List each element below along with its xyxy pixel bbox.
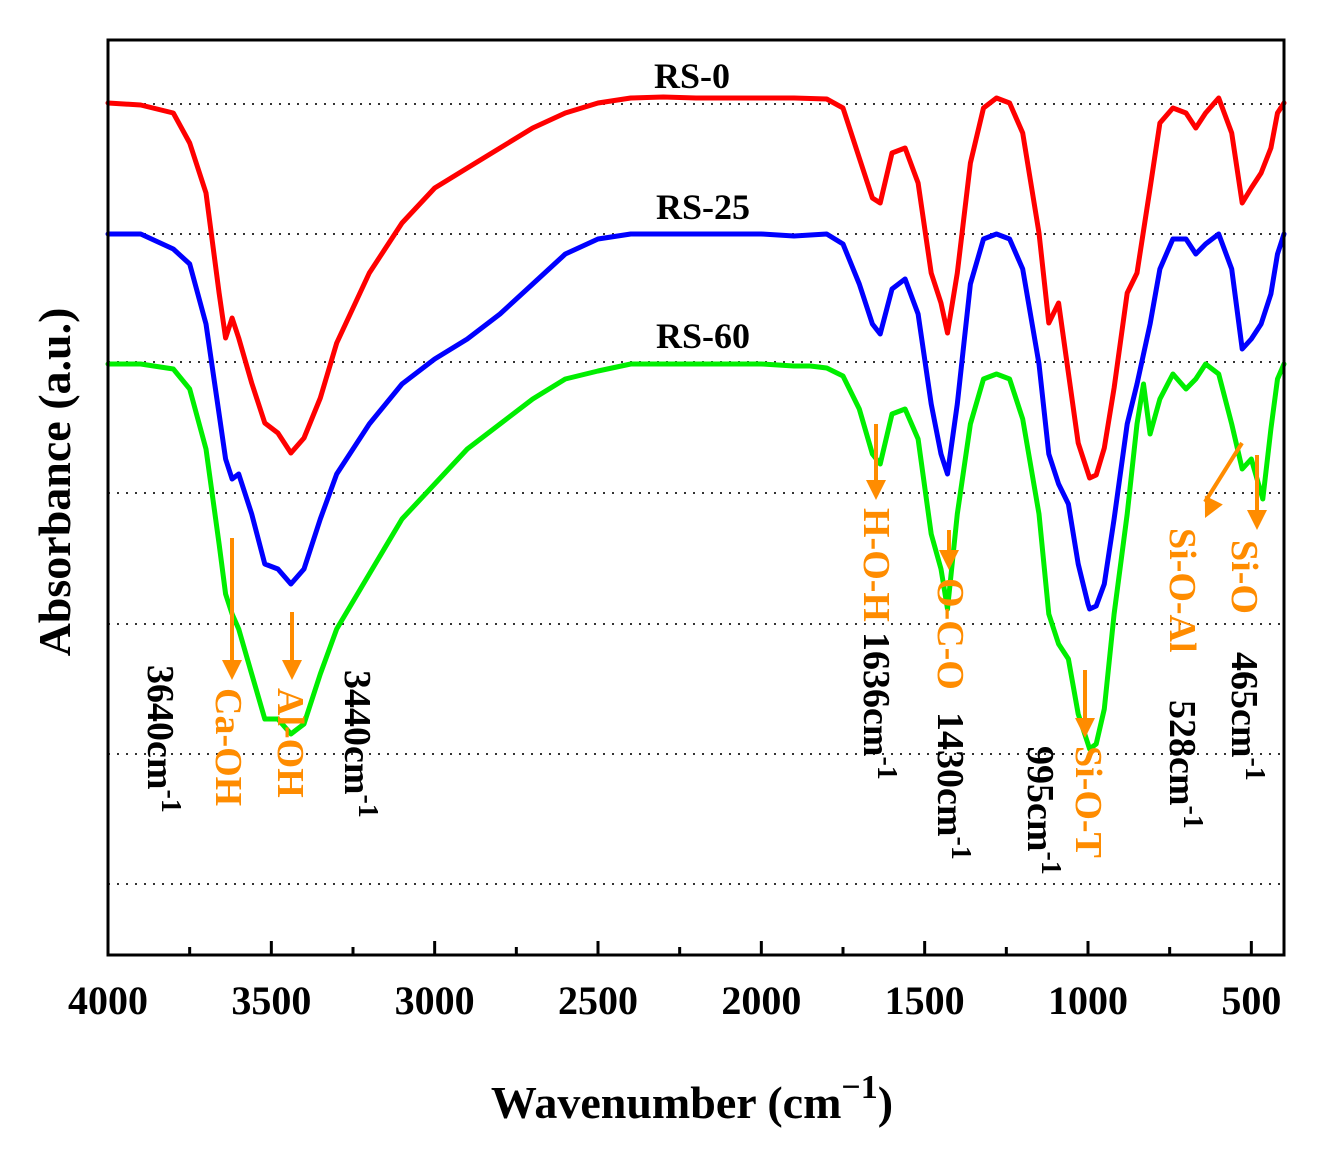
annotation-arrows — [222, 424, 1267, 738]
annotation-wavenumber-995: 995cm-1 — [1019, 746, 1066, 875]
series-line-rs-0 — [105, 94, 1287, 481]
annotation-wavenumber-1430: 1430cm-1 — [929, 712, 976, 860]
plot-frame — [106, 38, 1286, 957]
x-tick-label: 3000 — [395, 978, 475, 1023]
x-tick-label: 3500 — [231, 978, 311, 1023]
annotation-arrow-head — [866, 480, 886, 500]
annotation-wavenumber-465: 465cm-1 — [1223, 652, 1270, 781]
annotation-group-si-o-t: Si-O-T — [1067, 746, 1109, 858]
x-axis-title: Wavenumber (cm−1) — [491, 1069, 893, 1128]
annotation-group-si-o: Si-O — [1223, 540, 1265, 614]
y-axis-title: Absorbance (a.u.) — [29, 308, 80, 657]
annotation-group-o-c-o: O-C-O — [929, 578, 971, 690]
annotation-wavenumber-3440: 3440cm-1 — [336, 670, 383, 818]
x-tick-label: 1000 — [1048, 978, 1128, 1023]
annotation-arrow-head — [222, 660, 242, 680]
x-tick-label: 2500 — [558, 978, 638, 1023]
annotation-arrow-shaft — [1203, 441, 1244, 504]
annotation-wavenumber-1636: 1636cm-1 — [855, 632, 902, 780]
annotation-group-h-o-h: H-O-H — [855, 508, 897, 622]
annotation-group-al-oh: Al-OH — [269, 688, 311, 798]
annotation-wavenumber-528: 528cm-1 — [1161, 700, 1208, 829]
series-line-rs-60 — [105, 361, 1287, 752]
x-tick-label: 500 — [1221, 978, 1281, 1023]
series-label-rs-60: RS-60 — [656, 316, 750, 356]
x-tick-label: 2000 — [721, 978, 801, 1023]
annotation-arrow-head — [1247, 510, 1267, 530]
series-line-rs-25 — [105, 231, 1287, 612]
x-tick-label: 1500 — [885, 978, 965, 1023]
series-label-rs-0: RS-0 — [654, 56, 730, 96]
annotation-arrow-head — [282, 660, 302, 680]
annotation-group-si-o-al: Si-O-Al — [1161, 528, 1203, 653]
annotation-arrow-head — [939, 550, 959, 570]
annotation-group-ca-oh: Ca-OH — [207, 688, 249, 806]
x-tick-label: 4000 — [68, 978, 148, 1023]
annotation-labels: 3640cm-1 Ca-OH Al-OH 3440cm-1 H-O-H 1636… — [139, 508, 1270, 875]
annotation-wavenumber-3640: 3640cm-1 — [139, 665, 186, 813]
annotation-arrow-head — [1204, 495, 1223, 518]
annotation-arrow-head — [1075, 718, 1095, 738]
x-axis-ticks: 4000 3500 3000 2500 2000 1500 1000 500 — [68, 941, 1281, 1023]
series-label-rs-25: RS-25 — [656, 187, 750, 227]
series-layer — [105, 94, 1287, 752]
